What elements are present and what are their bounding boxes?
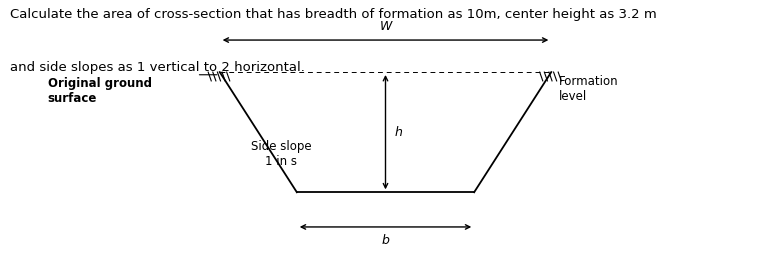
Text: b: b xyxy=(382,234,389,247)
Text: Side slope
1 in s: Side slope 1 in s xyxy=(251,140,311,167)
Text: Calculate the area of cross-section that has breadth of formation as 10m, center: Calculate the area of cross-section that… xyxy=(10,8,657,21)
Text: Formation
level: Formation level xyxy=(559,75,618,103)
Text: W: W xyxy=(379,20,392,33)
Text: and side slopes as 1 vertical to 2 horizontal.: and side slopes as 1 vertical to 2 horiz… xyxy=(10,61,305,74)
Text: Original ground
surface: Original ground surface xyxy=(48,77,152,105)
Text: h: h xyxy=(395,126,402,139)
